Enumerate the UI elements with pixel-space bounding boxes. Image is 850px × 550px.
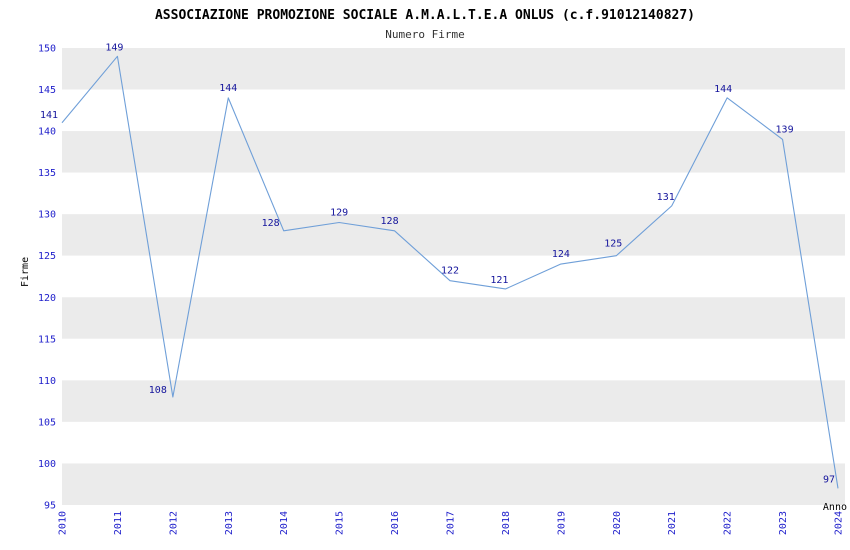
data-point-label: 144: [714, 84, 732, 95]
x-tick-label: 2022: [723, 511, 734, 535]
data-point-label: 141: [40, 110, 58, 121]
grid-band: [62, 380, 845, 422]
data-point-label: 97: [823, 474, 835, 485]
x-tick-label: 2013: [224, 511, 235, 535]
data-point-label: 121: [490, 275, 508, 286]
y-tick-label: 115: [38, 334, 56, 345]
y-tick-label: 95: [44, 501, 56, 512]
x-tick-label: 2014: [279, 511, 290, 535]
x-tick-label: 2024: [834, 511, 845, 535]
x-tick-label: 2020: [612, 511, 623, 535]
y-tick-label: 140: [38, 127, 56, 138]
data-point-label: 129: [330, 207, 348, 218]
data-point-label: 131: [657, 192, 675, 203]
grid-band: [62, 48, 845, 90]
data-point-label: 124: [552, 249, 570, 260]
data-point-label: 128: [381, 216, 399, 227]
x-tick-label: 2023: [778, 511, 789, 535]
grid-band: [62, 297, 845, 339]
x-tick-label: 2019: [556, 511, 567, 535]
grid-band: [62, 131, 845, 173]
grid-band: [62, 214, 845, 256]
y-tick-label: 130: [38, 210, 56, 221]
x-tick-label: 2015: [335, 511, 346, 535]
y-axis-title: Firme: [20, 256, 31, 287]
grid-band: [62, 89, 845, 132]
x-axis-title: Anno: [822, 502, 847, 513]
data-point-label: 122: [441, 266, 459, 277]
x-tick-label: 2012: [168, 511, 179, 535]
y-tick-label: 110: [38, 376, 56, 387]
y-tick-label: 135: [38, 168, 56, 179]
grid-band: [62, 421, 845, 464]
grid-band: [62, 338, 845, 381]
x-tick-label: 2018: [501, 511, 512, 535]
data-point-label: 144: [219, 83, 237, 94]
x-tick-label: 2016: [390, 511, 401, 535]
data-point-label: 139: [776, 124, 794, 135]
y-tick-label: 145: [38, 85, 56, 96]
x-tick-label: 2017: [446, 511, 457, 535]
y-tick-label: 125: [38, 251, 56, 262]
y-tick-label: 120: [38, 293, 56, 304]
grid-band: [62, 172, 845, 215]
y-tick-label: 100: [38, 459, 56, 470]
chart-title: ASSOCIAZIONE PROMOZIONE SOCIALE A.M.A.L.…: [154, 8, 696, 23]
y-tick-label: 150: [38, 44, 56, 55]
x-tick-label: 2011: [113, 511, 124, 535]
x-tick-label: 2010: [58, 511, 69, 535]
data-line: [61, 55, 839, 489]
y-tick-label: 105: [38, 417, 56, 428]
chart-subtitle: Numero Firme: [385, 28, 465, 41]
x-tick-label: 2021: [667, 511, 678, 535]
data-point-label: 128: [262, 218, 280, 229]
grid-band: [62, 463, 845, 505]
data-point-label: 108: [149, 385, 167, 396]
data-point-label: 149: [105, 42, 123, 53]
data-point-label: 125: [604, 239, 622, 250]
